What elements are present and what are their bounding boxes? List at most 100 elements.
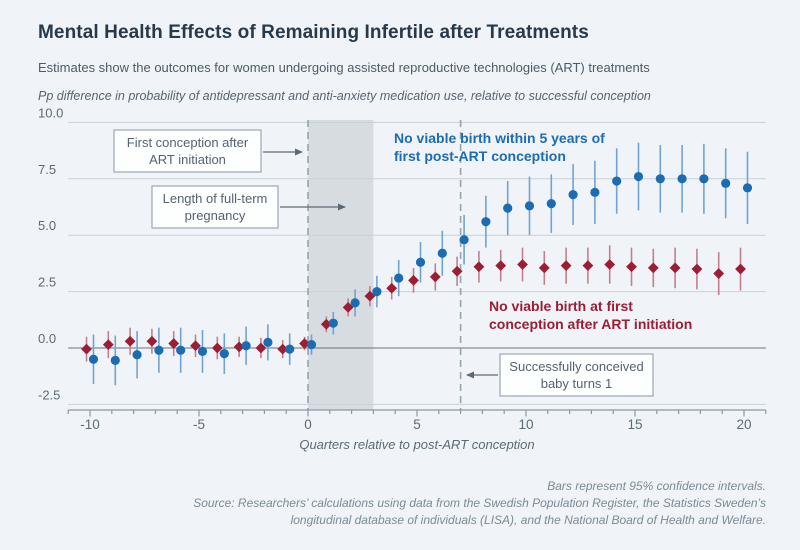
data-point-diamond <box>102 339 114 351</box>
data-point-circle <box>306 340 317 350</box>
data-point-diamond <box>582 260 594 272</box>
annotation: First conception after ART initiation <box>113 129 303 173</box>
y-axis-caption: Pp difference in probability of antidepr… <box>38 89 651 103</box>
annotation: Successfully conceived baby turns 1 <box>466 353 654 397</box>
data-point-diamond <box>735 263 746 275</box>
annotation-text: baby turns 1 <box>541 376 613 391</box>
y-tick-label: 0.0 <box>38 331 56 346</box>
data-point-circle <box>655 174 665 184</box>
data-point-diamond <box>190 340 201 352</box>
data-point-diamond <box>277 343 289 355</box>
data-point-diamond <box>429 271 441 283</box>
data-point-circle <box>437 248 447 258</box>
data-point-circle <box>285 344 295 354</box>
data-point-circle <box>721 178 731 188</box>
page-title: Mental Health Effects of Remaining Infer… <box>38 22 589 43</box>
x-tick-label: -10 <box>80 417 100 432</box>
data-point-diamond <box>647 262 659 274</box>
data-point-diamond <box>604 259 616 270</box>
data-point-circle <box>110 355 120 366</box>
pregnancy-shaded-region <box>308 120 374 410</box>
x-tick-label: 20 <box>736 417 751 432</box>
data-point-diamond <box>713 268 725 279</box>
data-point-diamond <box>560 260 572 272</box>
annotation-text: First conception after <box>127 135 249 150</box>
y-tick-label: 5.0 <box>38 218 56 233</box>
data-point-diamond <box>255 342 267 354</box>
scatter-chart: 10.0 7.5 5.0 2.5 0.0 -2.5 -10 -5 0 5 10 15 20 Quarter… <box>38 105 767 452</box>
y-tick-label: 10.0 <box>38 105 63 120</box>
data-point-diamond <box>626 261 637 273</box>
footer-source-line-2: longitudinal database of individuals (LI… <box>290 513 766 527</box>
data-point-circle <box>394 273 404 283</box>
chart-subtitle: Estimates show the outcomes for women un… <box>38 60 650 75</box>
data-point-diamond <box>538 262 550 274</box>
annotation: Length of full-term pregnancy <box>151 185 346 229</box>
data-point-circle <box>677 174 687 184</box>
data-point-circle <box>742 183 753 193</box>
data-point-circle <box>568 189 578 200</box>
chart-footer: Bars represent 95% confidence intervals.… <box>26 478 766 529</box>
series-red <box>81 245 746 362</box>
data-point-circle <box>415 257 426 267</box>
data-point-diamond <box>451 265 463 277</box>
data-point-diamond <box>146 335 158 347</box>
data-point-diamond <box>408 274 419 286</box>
y-tick-label: 2.5 <box>38 275 56 290</box>
data-point-circle <box>612 176 622 186</box>
annotation-text: Successfully conceived <box>509 359 643 374</box>
series-label: No viable birth at first <box>489 298 633 314</box>
data-point-circle <box>88 354 99 364</box>
x-tick-label: -5 <box>193 417 205 432</box>
data-point-circle <box>699 174 709 184</box>
data-point-diamond <box>124 335 136 347</box>
data-point-circle <box>481 217 491 227</box>
x-tick-label: 10 <box>518 417 533 432</box>
data-point-circle <box>132 350 142 360</box>
x-tick-label: 0 <box>304 417 312 432</box>
data-point-circle <box>176 345 186 355</box>
x-tick-label: 5 <box>413 417 421 432</box>
data-point-diamond <box>168 338 180 349</box>
data-point-circle <box>503 203 513 213</box>
data-point-circle <box>546 199 556 209</box>
data-point-circle <box>328 318 338 328</box>
data-point-diamond <box>386 282 398 294</box>
series-blue <box>88 142 753 386</box>
data-point-diamond <box>495 260 507 272</box>
annotation-text: Length of full-term <box>163 191 268 206</box>
data-point-diamond <box>342 301 354 313</box>
data-point-circle <box>154 345 164 355</box>
data-point-circle <box>197 346 208 356</box>
series-label: first post-ART conception <box>394 148 566 164</box>
data-point-circle <box>524 201 535 211</box>
x-tick-label: 15 <box>627 417 642 432</box>
data-point-circle <box>350 298 360 308</box>
data-point-diamond <box>81 343 92 355</box>
annotation-box <box>113 129 262 173</box>
x-axis-caption: Quarters relative to post-ART conception <box>299 437 534 452</box>
data-point-circle <box>459 235 469 245</box>
y-tick-label: 7.5 <box>38 162 56 177</box>
data-point-circle <box>372 287 382 297</box>
data-point-diamond <box>364 290 376 302</box>
data-point-diamond <box>211 342 223 354</box>
y-tick-label: -2.5 <box>38 387 60 402</box>
data-point-diamond <box>669 262 681 274</box>
data-point-circle <box>633 171 644 182</box>
data-point-circle <box>219 349 229 359</box>
series-label: conception after ART initiation <box>489 316 692 332</box>
annotation-text: ART initiation <box>149 152 226 167</box>
data-point-circle <box>263 337 273 347</box>
series-label: No viable birth within 5 years of <box>394 130 605 146</box>
data-point-circle <box>241 341 251 351</box>
annotation-box <box>499 353 654 397</box>
data-point-diamond <box>691 263 703 275</box>
gridlines: 10.0 7.5 5.0 2.5 0.0 -2.5 <box>38 105 766 405</box>
data-point-diamond <box>473 261 485 273</box>
data-point-circle <box>590 187 600 197</box>
annotation-text: pregnancy <box>185 208 246 223</box>
annotation-box <box>151 185 279 229</box>
footer-note: Bars represent 95% confidence intervals. <box>547 479 766 493</box>
data-point-diamond <box>517 259 528 270</box>
